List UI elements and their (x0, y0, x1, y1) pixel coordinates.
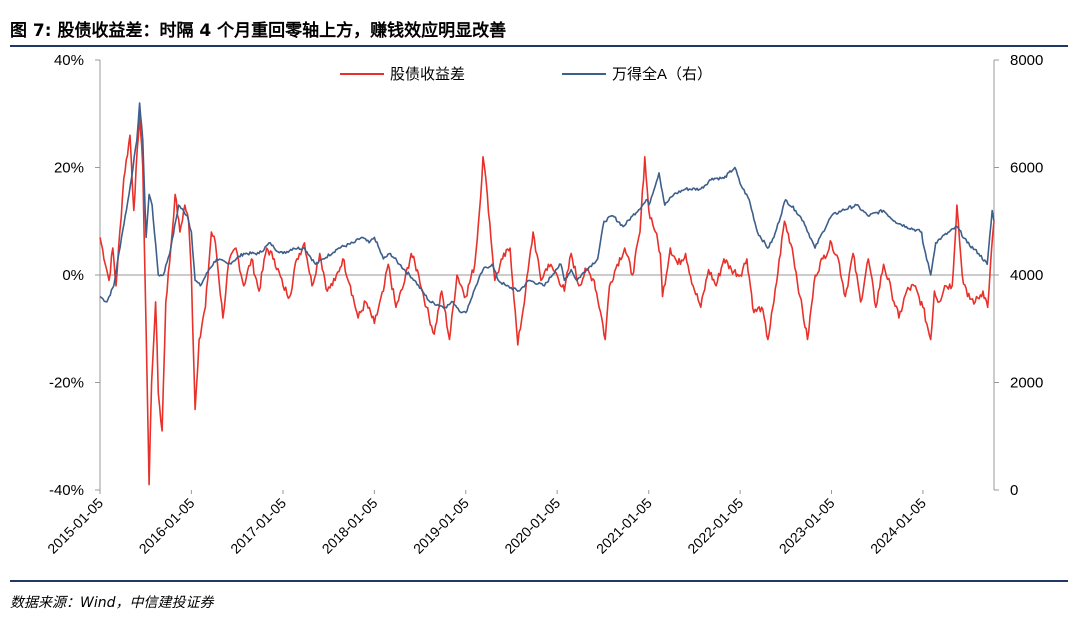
y-right-tick-label: 6000 (1010, 160, 1043, 177)
figure-title: 图 7: 股债收益差：时隔 4 个月重回零轴上方，赚钱效应明显改善 (10, 21, 507, 41)
x-tick-label: 2022-01-05 (684, 495, 746, 557)
x-tick-label: 2016-01-05 (136, 495, 198, 557)
y-left-tick-label: 20% (54, 160, 84, 177)
x-tick-label: 2020-01-05 (501, 495, 563, 557)
source-note: 数据来源：Wind，中信建投证券 (10, 595, 214, 611)
y-right-tick-label: 8000 (1010, 52, 1043, 69)
y-left-tick-label: -20% (49, 375, 84, 392)
legend-label-index: 万得全A（右） (612, 65, 712, 83)
y-right-tick-label: 4000 (1010, 267, 1043, 284)
x-tick-label: 2024-01-05 (867, 495, 929, 557)
series-line-spread (99, 113, 995, 486)
bottom-rule (10, 580, 1068, 582)
y-left-tick-label: 0% (62, 267, 84, 284)
x-tick-label: 2019-01-05 (410, 495, 472, 557)
y-left-tick-label: -40% (49, 482, 84, 499)
legend-label-spread: 股债收益差 (390, 66, 465, 83)
y-right-tick-label: 0 (1010, 482, 1018, 499)
x-tick-label: 2023-01-05 (776, 495, 838, 557)
top-rule (10, 45, 1068, 47)
y-right-tick-label: 2000 (1010, 375, 1043, 392)
y-left-tick-label: 40% (54, 52, 84, 69)
x-tick-label: 2018-01-05 (319, 495, 381, 557)
x-tick-label: 2015-01-05 (44, 495, 106, 557)
series-line-index (99, 102, 995, 314)
x-tick-label: 2021-01-05 (593, 495, 655, 557)
x-tick-label: 2017-01-05 (227, 495, 289, 557)
